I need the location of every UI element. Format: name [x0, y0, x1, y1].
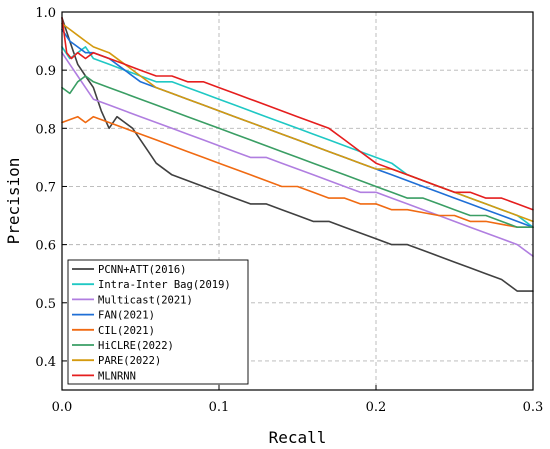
y-axis-label: Precision: [4, 158, 23, 245]
series-lines: [61, 16, 534, 292]
y-tick-label: 0.7: [35, 180, 56, 195]
y-tick-label: 0.4: [35, 355, 56, 370]
x-tick-label: 0.1: [209, 400, 230, 415]
legend: PCNN+ATT(2016) Intra-Inter Bag(2019) Multi…: [67, 259, 249, 385]
y-tick-label: 0.6: [35, 239, 56, 254]
legend-label-cil-2021: CIL(2021): [98, 325, 155, 337]
y-tick-label: 1.0: [35, 6, 56, 21]
series-line-multicast-2021: [61, 51, 534, 258]
legend-label-hiclre-2022: HiCLRE(2022): [98, 340, 174, 352]
y-tick-label: 0.9: [35, 64, 56, 79]
x-tick-label: 0.0: [52, 400, 73, 415]
x-axis-label: Recall: [269, 428, 327, 447]
legend-label-mlnrnn: MLNRNN: [98, 370, 136, 382]
series-line-hiclre-2022: [61, 75, 534, 228]
legend-label-pcnn-att-2016: PCNN+ATT(2016): [98, 264, 187, 276]
legend-label-pare-2022: PARE(2022): [98, 355, 161, 367]
series-line-cil-2021: [61, 115, 534, 228]
legend-entries: PCNN+ATT(2016) Intra-Inter Bag(2019) Multi…: [72, 264, 231, 382]
y-tick-label: 0.5: [35, 297, 56, 312]
series-line-pcnn-att-2016: [61, 16, 534, 292]
y-tick-label: 0.8: [35, 122, 56, 137]
legend-label-intra-inter-bag-2019: Intra-Inter Bag(2019): [98, 279, 231, 291]
legend-label-multicast-2021: Multicast(2021): [98, 294, 193, 306]
legend-label-fan-2021: FAN(2021): [98, 310, 155, 322]
axis-ticks: 0.0 0.1 0.2 0.3 0.4 0.5 0.6 0.7 0.8 0.9 1.0: [35, 6, 543, 415]
legend-box: [67, 259, 249, 385]
plot-frame: [61, 11, 534, 391]
x-tick-label: 0.2: [366, 400, 387, 415]
series-line-mlnrnn: [61, 16, 534, 211]
x-tick-label: 0.3: [523, 400, 544, 415]
